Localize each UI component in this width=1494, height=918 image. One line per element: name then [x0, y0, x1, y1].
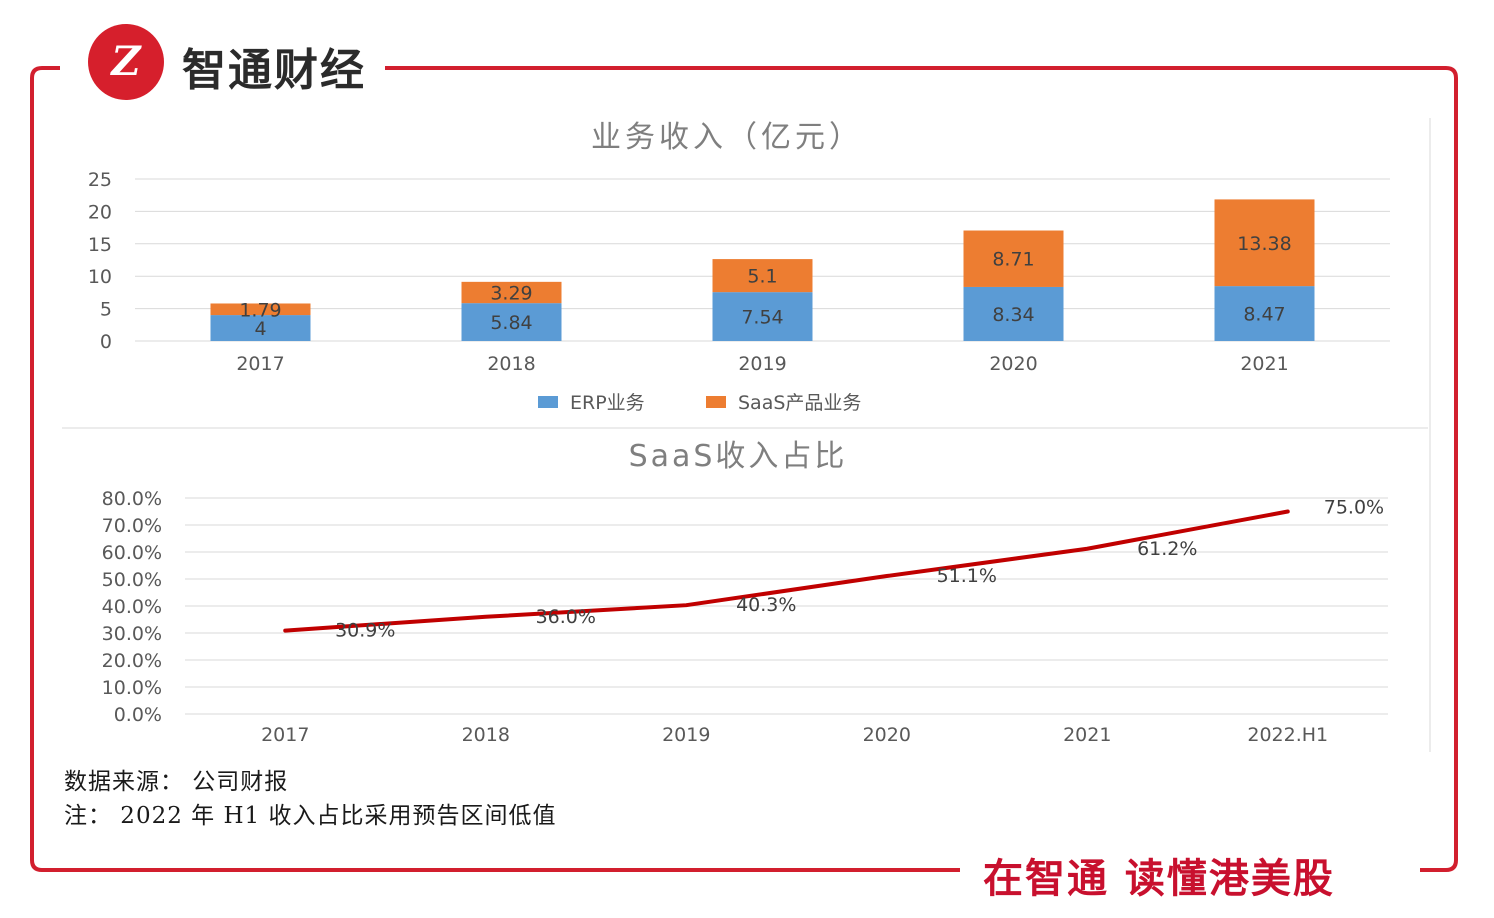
- data-source-note: 数据来源： 公司财报: [64, 769, 289, 795]
- bar-saas-data-label: 13.38: [1237, 233, 1291, 255]
- line-data-label: 75.0%: [1324, 497, 1384, 519]
- bar-x-tick-label: 2017: [236, 353, 284, 375]
- bar-saas: [461, 281, 562, 304]
- line-x-tick-label: 2018: [462, 724, 510, 746]
- line-series-saas-ratio: [283, 509, 1290, 633]
- line-y-tick-label: 0.0%: [114, 704, 162, 726]
- legend-label-saas: SaaS产品业务: [738, 392, 861, 414]
- line-x-tick-label: 2021: [1063, 724, 1111, 746]
- bar-saas: [712, 259, 813, 293]
- line-y-tick-label: 10.0%: [102, 677, 162, 699]
- line-chart: SaaS收入占比 0.0% 10.0% 20.0% 30.0% 40.0% 50.0% 60…: [102, 439, 1388, 746]
- line-y-tick-label: 60.0%: [102, 542, 162, 564]
- line-x-tick-label: 2022.H1: [1247, 724, 1328, 746]
- line-data-label: 36.0%: [536, 606, 596, 628]
- bar-erp-data-label: 5.84: [490, 312, 532, 334]
- line-data-label: 40.3%: [736, 594, 796, 616]
- line-x-tick-label: 2020: [863, 724, 911, 746]
- line-y-tick-label: 40.0%: [102, 596, 162, 618]
- bar-erp-data-label: 8.47: [1243, 304, 1285, 326]
- bar-y-tick-label: 5: [100, 299, 112, 321]
- bar-y-tick-label: 15: [88, 234, 112, 256]
- bar-erp: [963, 286, 1064, 341]
- line-data-label: 61.2%: [1137, 538, 1197, 560]
- footnote: 注： 2022 年 H1 收入占比采用预告区间低值: [64, 803, 557, 829]
- brand-name: 智通财经: [182, 45, 366, 96]
- line-y-tick-label: 50.0%: [102, 569, 162, 591]
- bar-y-tick-label: 20: [88, 201, 112, 223]
- bar-chart-legend: ERP业务 SaaS产品业务: [538, 392, 861, 414]
- line-x-tick-label: 2019: [662, 724, 710, 746]
- bar-x-tick-label: 2021: [1240, 353, 1288, 375]
- bar-erp: [712, 292, 813, 341]
- bar-chart: 业务收入（亿元） 0 5 10 15 20 25 41.79 5.84 3.29 7.54 5.1…: [88, 120, 1390, 414]
- line-x-tick-label: 2017: [261, 724, 309, 746]
- bar-saas-data-label: 8.71: [992, 249, 1034, 271]
- slogan: 在智通 读懂港美股: [975, 846, 1343, 904]
- line-data-label: 51.1%: [937, 565, 997, 587]
- bar-saas: [963, 230, 1064, 287]
- line-y-tick-label: 20.0%: [102, 650, 162, 672]
- brand-logo: Z: [88, 24, 164, 100]
- bar-erp-data-label: 7.54: [741, 307, 783, 329]
- legend-swatch-saas: [706, 396, 726, 408]
- bar-saas: [210, 303, 311, 316]
- bar-erp: [210, 315, 311, 341]
- bar-y-tick-label: 10: [88, 266, 112, 288]
- bar-x-tick-label: 2019: [738, 353, 786, 375]
- bar-erp: [461, 303, 562, 341]
- bar-chart-title: 业务收入（亿元）: [591, 120, 863, 155]
- bar-y-tick-label: 0: [100, 331, 112, 353]
- bar-saas-data-label: 1.79: [239, 299, 281, 321]
- bar-erp: [1214, 286, 1315, 341]
- bar-x-tick-label: 2018: [487, 353, 535, 375]
- bar-y-tick-label: 25: [88, 169, 112, 191]
- bar-saas-data-label: 5.1: [747, 266, 777, 288]
- line-y-tick-label: 70.0%: [102, 515, 162, 537]
- line-chart-title: SaaS收入占比: [629, 439, 848, 474]
- bar-saas: [1214, 199, 1315, 287]
- bar-x-tick-label: 2020: [989, 353, 1037, 375]
- bar-erp-data-label: 8.34: [992, 304, 1034, 326]
- line-data-label: 30.9%: [335, 620, 395, 642]
- bar-erp-data-label: 4: [254, 318, 266, 340]
- bar-saas-data-label: 3.29: [490, 282, 532, 304]
- line-y-tick-label: 80.0%: [102, 488, 162, 510]
- legend-swatch-erp: [538, 396, 558, 408]
- legend-label-erp: ERP业务: [570, 392, 645, 414]
- line-y-tick-label: 30.0%: [102, 623, 162, 645]
